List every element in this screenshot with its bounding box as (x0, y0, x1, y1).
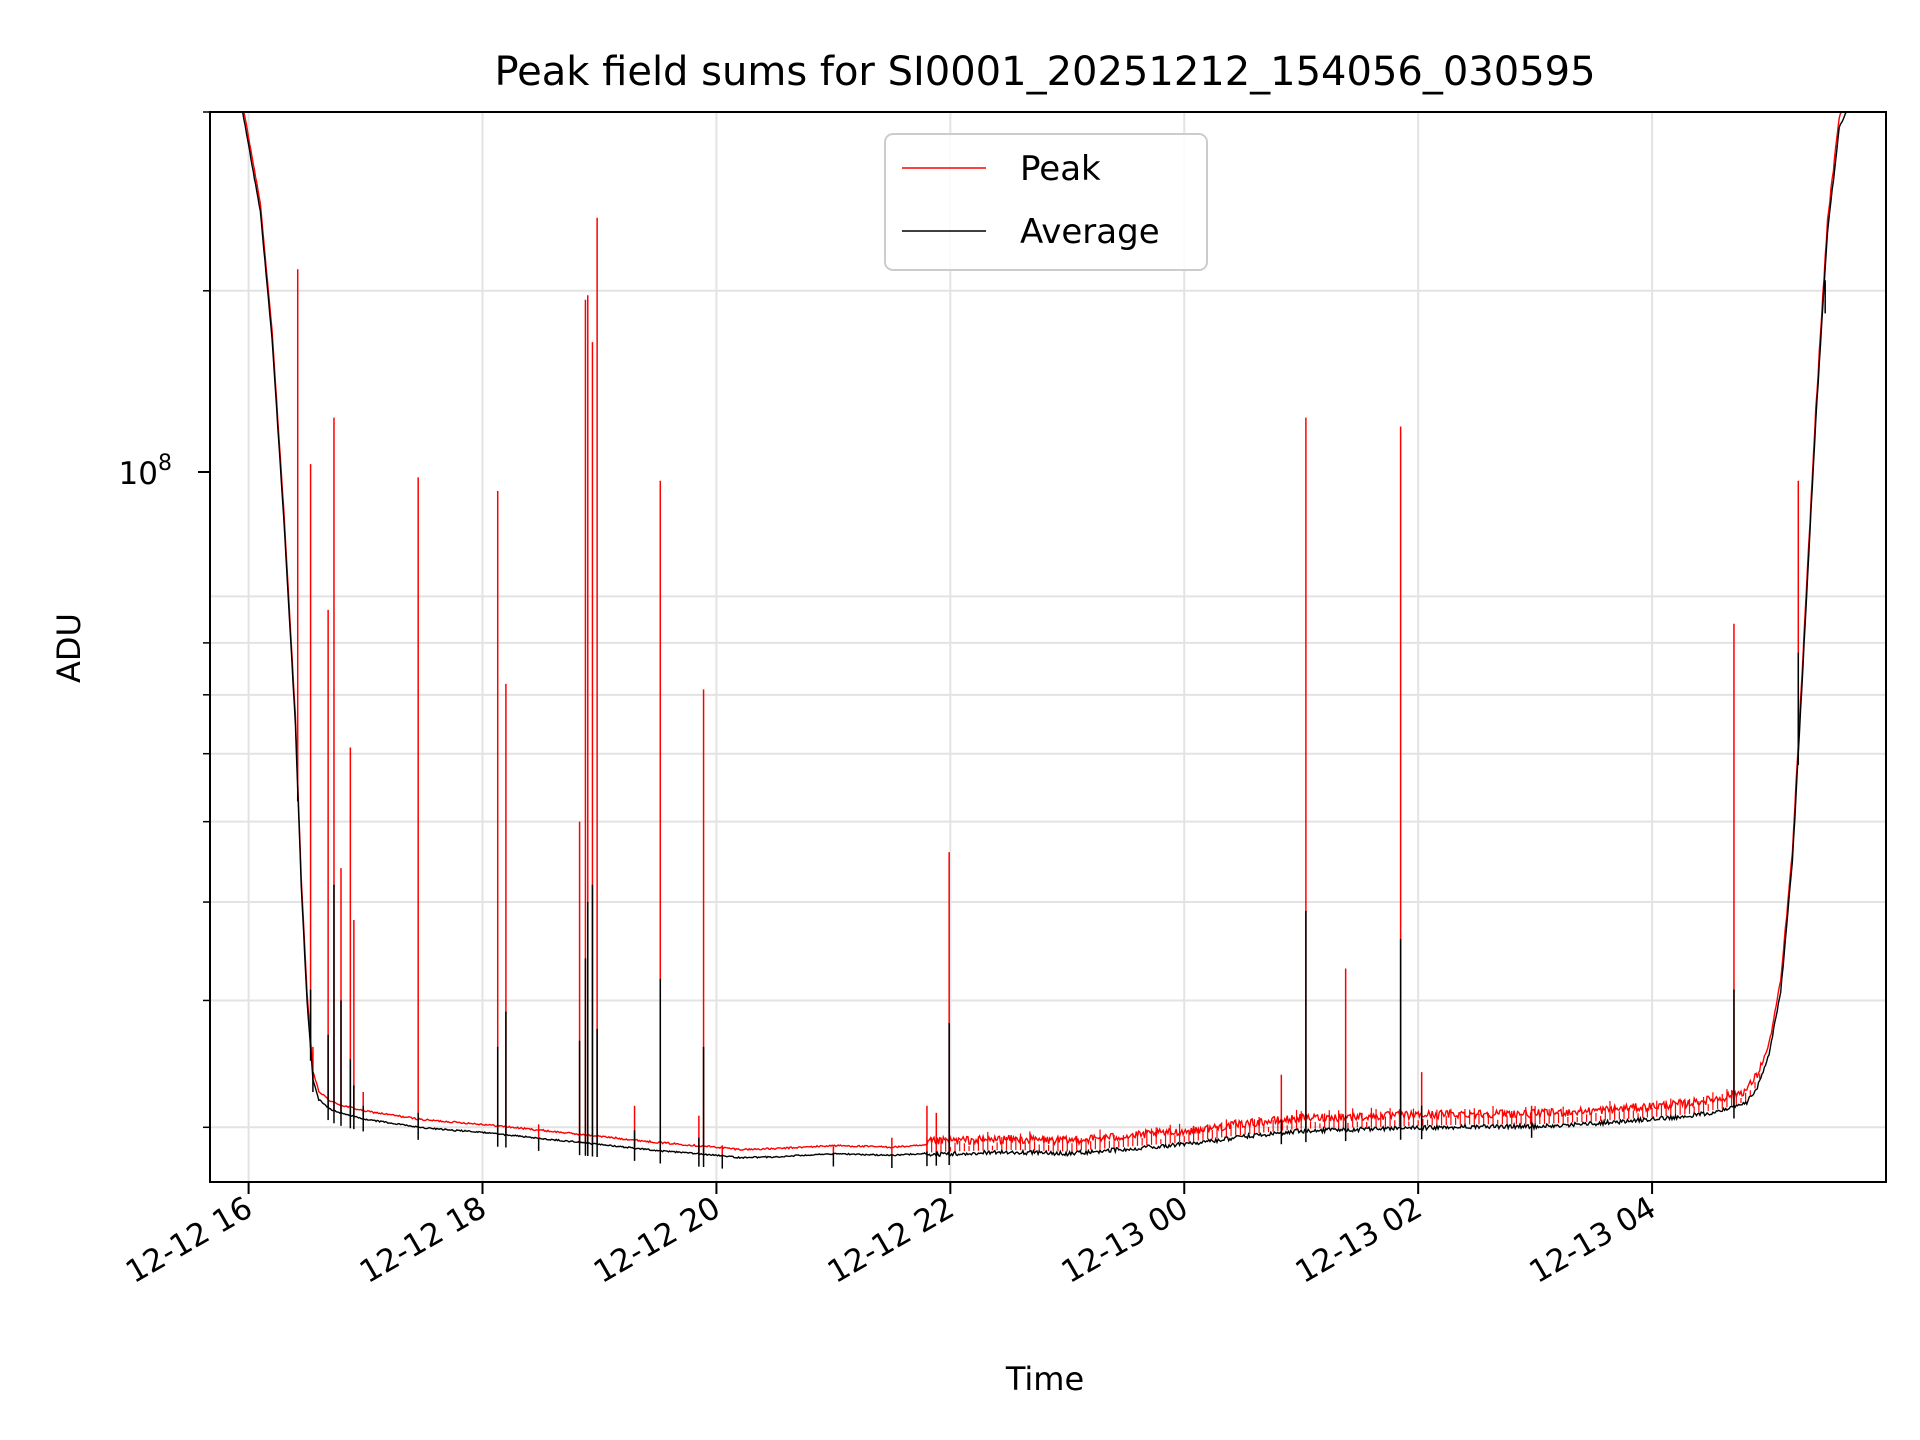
y-axis: 108 (119, 111, 210, 1129)
y-axis-label: ADU (50, 613, 88, 683)
plot-frame (209, 111, 1887, 1183)
legend: Peak Average (884, 133, 1208, 271)
y-tick-exponent: 8 (158, 451, 172, 476)
peak-series-line (210, 112, 1886, 1152)
plot-area (210, 112, 1886, 1169)
y-tick-label: 108 (119, 451, 172, 492)
x-axis-label: Time (1005, 1360, 1084, 1398)
legend-peak-label: Peak (1020, 149, 1101, 189)
average-series-line (210, 112, 1886, 1160)
chart-title: Peak field sums for SI0001_20251212_1540… (494, 49, 1595, 95)
legend-average-label: Average (1020, 212, 1160, 252)
y-tick-base: 10 (119, 456, 158, 492)
grid-lines (210, 111, 1886, 1182)
